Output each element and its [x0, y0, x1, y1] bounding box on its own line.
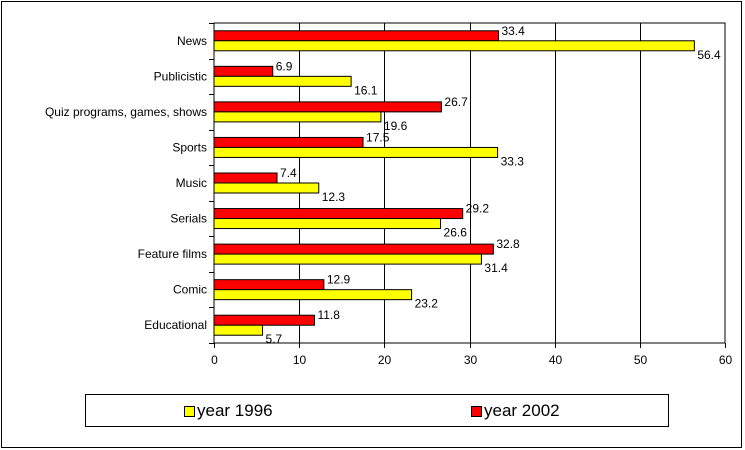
bar-2002: [213, 208, 464, 220]
data-label-1996: 56.4: [697, 48, 721, 62]
bar-2002: [213, 279, 325, 291]
legend: year 1996 year 2002: [85, 394, 669, 427]
data-label-2002: 11.8: [317, 308, 340, 322]
legend-swatch-1996: [184, 405, 195, 417]
category-label: Serials: [170, 212, 207, 226]
data-label-1996: 5.7: [266, 332, 283, 346]
x-tick-label: 50: [634, 353, 648, 367]
category-label: Quiz programs, games, shows: [45, 105, 207, 119]
data-label-1996: 23.2: [415, 297, 439, 311]
data-label-1996: 31.4: [484, 261, 508, 275]
data-label-1996: 16.1: [354, 83, 378, 97]
bar-1996: [213, 289, 413, 301]
bar-1996: [213, 146, 499, 158]
category-label: Educational: [144, 318, 207, 332]
category-label: Publicistic: [154, 69, 207, 83]
data-label-1996: 19.6: [384, 119, 408, 133]
bar-2002: [213, 172, 278, 184]
legend-entry-2002: year 2002: [471, 401, 560, 420]
category-label: Sports: [172, 140, 207, 154]
bar-2002: [213, 101, 442, 113]
x-tick-label: 30: [464, 353, 478, 367]
data-label-1996: 33.3: [501, 154, 525, 168]
data-label-2002: 33.4: [501, 24, 525, 38]
data-label-2002: 7.4: [280, 166, 297, 180]
bar-2002: [213, 136, 364, 148]
bar-1996: [213, 40, 695, 52]
legend-swatch-2002: [471, 405, 482, 417]
data-label-2002: 17.5: [366, 130, 390, 144]
data-label-2002: 29.2: [466, 202, 490, 216]
x-tick-label: 40: [549, 353, 563, 367]
x-tick-label: 0: [211, 353, 218, 367]
data-label-2002: 12.9: [327, 273, 351, 287]
x-tick-label: 10: [293, 353, 307, 367]
bar-2002: [213, 243, 494, 255]
x-tick-label: 20: [378, 353, 392, 367]
data-label-2002: 26.7: [444, 95, 468, 109]
category-label: Feature films: [138, 247, 207, 261]
bar-2002: [213, 30, 499, 42]
bar-1996: [213, 253, 482, 265]
x-tick-label: 60: [719, 353, 733, 367]
data-label-2002: 6.9: [276, 59, 293, 73]
bar-1996: [213, 218, 442, 230]
bar-2002: [213, 314, 315, 326]
bar-1996: [213, 111, 382, 123]
category-label: Comic: [173, 283, 207, 297]
bar-1996: [213, 324, 264, 336]
data-label-1996: 12.3: [322, 190, 346, 204]
data-label-2002: 32.8: [496, 237, 520, 251]
legend-label-2002: year 2002: [484, 401, 560, 420]
legend-label-1996: year 1996: [197, 401, 273, 420]
data-label-1996: 26.6: [444, 226, 468, 240]
bar-1996: [213, 182, 320, 194]
category-label: Music: [176, 176, 207, 190]
legend-entry-1996: year 1996: [184, 401, 273, 420]
bar-2002: [213, 65, 274, 77]
category-label: News: [177, 34, 207, 48]
bar-1996: [213, 75, 352, 87]
